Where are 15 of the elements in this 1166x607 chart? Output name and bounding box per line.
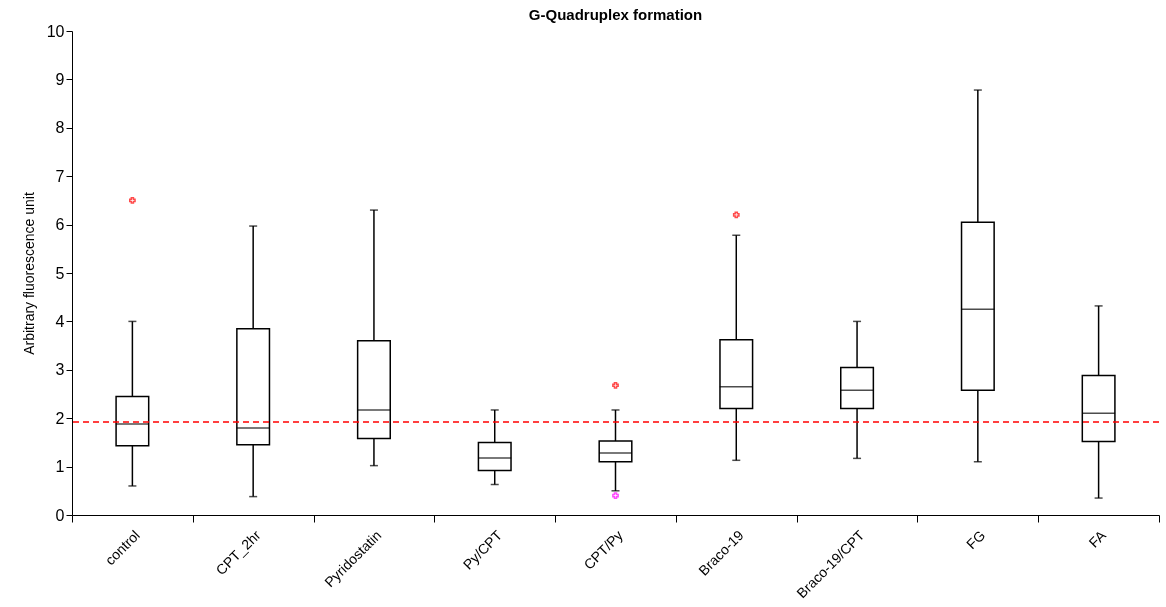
chart-title: G-Quadruplex formation: [528, 6, 703, 23]
y-tick-label: 2: [55, 409, 65, 427]
y-tick-label: 9: [55, 70, 65, 88]
y-tick-label: 10: [46, 22, 65, 40]
x-tick-label: FA: [1085, 526, 1110, 551]
y-tick-label: 8: [55, 119, 65, 137]
y-tick-label: 6: [55, 216, 65, 234]
y-tick-label: 0: [55, 506, 65, 524]
x-tick-label: FG: [963, 527, 989, 553]
y-tick-label: 5: [55, 264, 65, 282]
y-tick-label: 7: [55, 167, 65, 185]
y-tick-label: 4: [55, 312, 65, 330]
y-tick-label: 3: [55, 361, 65, 379]
y-axis-title: Arbitrary fluorescence unit: [20, 192, 37, 355]
y-tick-label: 1: [55, 458, 65, 476]
